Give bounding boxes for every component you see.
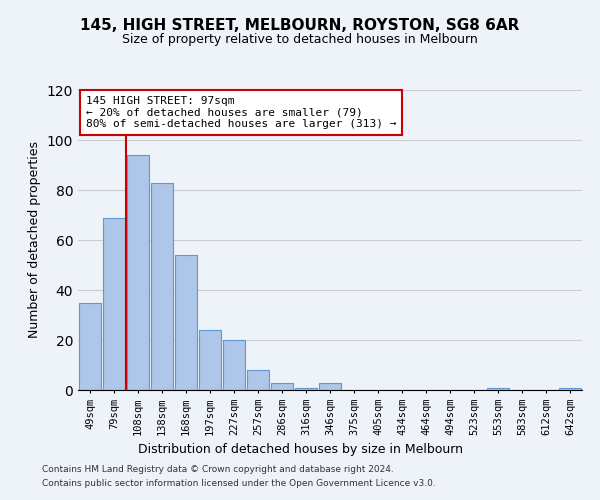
Bar — [295, 388, 317, 390]
Bar — [151, 182, 173, 390]
Bar — [247, 370, 269, 390]
Y-axis label: Number of detached properties: Number of detached properties — [28, 142, 41, 338]
Text: Contains HM Land Registry data © Crown copyright and database right 2024.: Contains HM Land Registry data © Crown c… — [42, 466, 394, 474]
Bar — [103, 218, 125, 390]
Bar — [175, 255, 197, 390]
Text: 145 HIGH STREET: 97sqm
← 20% of detached houses are smaller (79)
80% of semi-det: 145 HIGH STREET: 97sqm ← 20% of detached… — [86, 96, 396, 129]
Bar — [79, 302, 101, 390]
Bar — [559, 388, 581, 390]
Bar — [127, 155, 149, 390]
Bar — [271, 382, 293, 390]
Bar — [199, 330, 221, 390]
Bar — [487, 388, 509, 390]
Text: 145, HIGH STREET, MELBOURN, ROYSTON, SG8 6AR: 145, HIGH STREET, MELBOURN, ROYSTON, SG8… — [80, 18, 520, 32]
Bar — [223, 340, 245, 390]
Text: Contains public sector information licensed under the Open Government Licence v3: Contains public sector information licen… — [42, 479, 436, 488]
Bar — [319, 382, 341, 390]
Text: Size of property relative to detached houses in Melbourn: Size of property relative to detached ho… — [122, 32, 478, 46]
Text: Distribution of detached houses by size in Melbourn: Distribution of detached houses by size … — [137, 442, 463, 456]
